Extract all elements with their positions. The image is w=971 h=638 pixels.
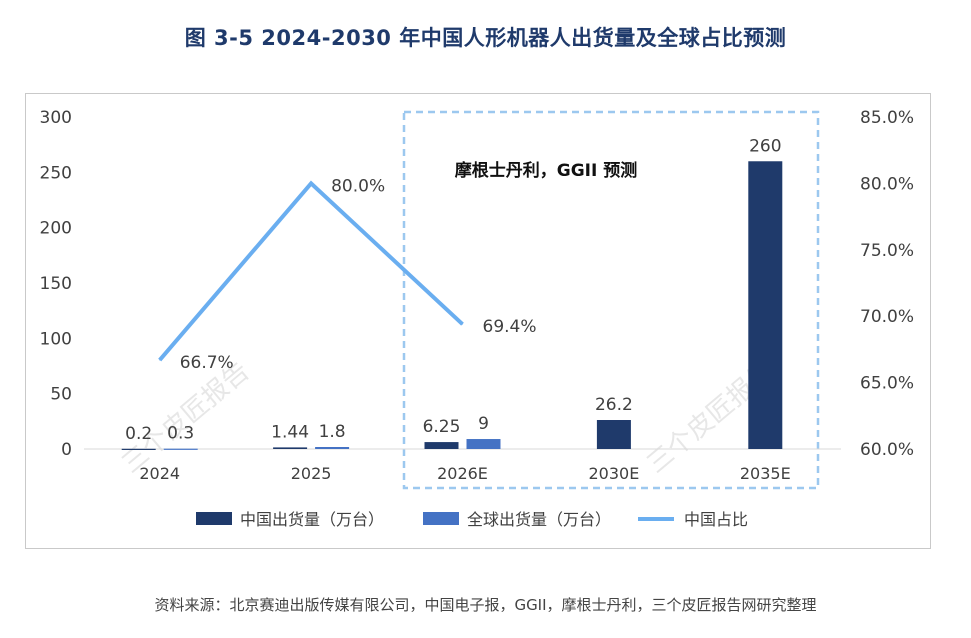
y-right-tick-label: 60.0% <box>860 440 914 460</box>
forecast-region-box <box>402 110 820 490</box>
watermark-text: 三个皮匠报告 <box>116 356 255 479</box>
x-tick-label: 2024 <box>139 464 180 483</box>
bar-label-global-2024: 0.3 <box>167 424 194 444</box>
legend-swatch-global <box>423 512 459 525</box>
bar-china-2024 <box>121 448 156 450</box>
y-right-tick-label: 75.0% <box>860 241 914 261</box>
y-left-tick-label: 150 <box>40 274 72 294</box>
bar-label-china-2026E: 6.25 <box>423 417 461 437</box>
share-point-2024 <box>159 359 161 361</box>
chart-frame: 三个皮匠报告 三个皮匠报告 摩根士丹利，GGII 预测 0 50 100 150 200 250… <box>25 93 931 549</box>
bar-label-global-2026E: 9 <box>478 414 489 434</box>
bar-global-2024 <box>163 448 198 450</box>
bar-label-china-2035E: 260 <box>749 136 781 156</box>
bar-label-china-2025: 1.44 <box>271 422 309 442</box>
bar-china-2030E <box>596 420 631 449</box>
y-left-tick-label: 300 <box>40 108 72 128</box>
bar-label-china-2024: 0.2 <box>125 424 152 444</box>
y-left-tick-label: 250 <box>40 163 72 183</box>
y-right-tick-label: 65.0% <box>860 374 914 394</box>
y-right-tick-label: 85.0% <box>860 108 914 128</box>
bar-china-2025 <box>273 447 308 449</box>
chart-title: 图 3-5 2024-2030 年中国人形机器人出货量及全球占比预测 <box>184 26 787 50</box>
y-left-tick-label: 200 <box>40 219 72 239</box>
x-tick-label: 2026E <box>437 464 488 483</box>
bar-china-2026E <box>424 442 459 449</box>
y-left-tick-label: 0 <box>61 440 72 460</box>
forecast-annotation: 摩根士丹利，GGII 预测 <box>455 160 637 181</box>
bar-global-2026E <box>466 439 501 449</box>
y-left-tick-label: 50 <box>50 385 72 405</box>
source-note: 资料来源：北京赛迪出版传媒有限公司，中国电子报，GGII，摩根士丹利，三个皮匠报… <box>154 596 817 614</box>
x-tick-label: 2035E <box>740 464 791 483</box>
y-left-tick-label: 100 <box>40 329 72 349</box>
bar-label-global-2025: 1.8 <box>319 422 346 442</box>
share-line <box>158 180 464 362</box>
bar-global-2025 <box>315 447 350 449</box>
legend-label-china: 中国出货量（万台） <box>240 510 384 529</box>
share-label-2024: 66.7% <box>180 353 234 373</box>
share-point-2025 <box>310 182 312 184</box>
legend-label-share: 中国占比 <box>684 510 748 529</box>
legend-swatch-china <box>196 512 232 525</box>
share-point-2026E <box>462 323 463 325</box>
bar-china-2035E <box>748 161 783 449</box>
y-right-tick-label: 70.0% <box>860 307 914 327</box>
share-label-2025: 80.0% <box>331 176 385 196</box>
y-right-tick-label: 80.0% <box>860 174 914 194</box>
bar-label-china-2030E: 26.2 <box>595 395 633 415</box>
legend-label-global: 全球出货量（万台） <box>467 510 611 529</box>
x-tick-label: 2030E <box>588 464 639 483</box>
share-label-2026E: 69.4% <box>483 317 537 337</box>
x-tick-label: 2025 <box>291 464 332 483</box>
